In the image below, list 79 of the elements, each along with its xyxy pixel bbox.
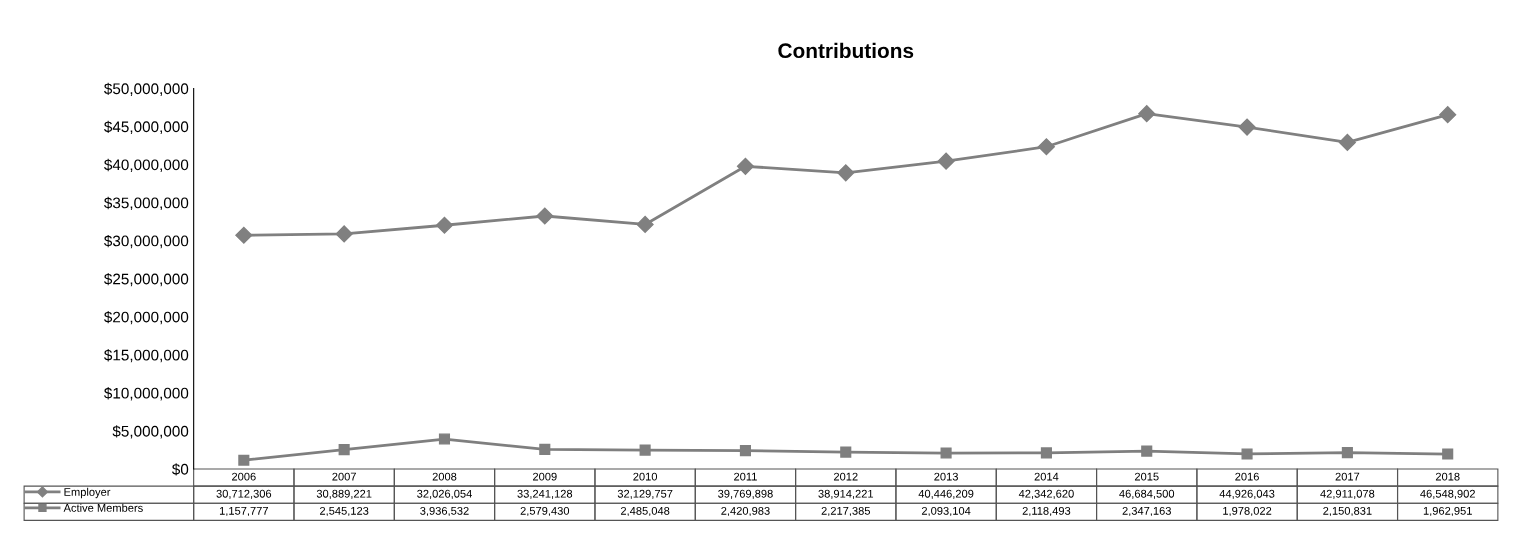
point [235,226,253,244]
point [1341,447,1353,459]
x-tick-label: 2015 [1134,472,1159,481]
data-label: 2,118,493 [1022,506,1071,517]
point [636,215,654,234]
point [940,447,952,459]
y-tick-label: $45,000,000 [104,120,189,134]
data-label: 40,446,209 [918,489,974,499]
point [937,152,955,170]
data-label: 32,026,054 [417,489,472,499]
y-tick-label: $30,000,000 [104,234,189,249]
data-label: 32,129,757 [617,489,673,499]
point [736,157,754,175]
x-tick-label: 2006 [232,472,256,481]
legend-label: Employer [64,487,111,499]
y-tick-label: $25,000,000 [104,272,189,287]
x-tick-label: 2008 [432,472,457,481]
y-tick-label: $0 [171,463,189,476]
point [1138,105,1156,123]
y-tick-label: $5,000,000 [112,425,189,439]
data-label: 2,093,104 [921,506,971,517]
x-tick-label: 2016 [1235,472,1259,481]
legend-label: Active Members [63,503,143,512]
x-tick-label: 2017 [1335,472,1360,481]
x-tick-label: 2010 [633,472,658,481]
point [1338,133,1356,151]
data-label: 1,157,777 [219,507,268,517]
point [1141,445,1153,457]
data-label: 30,712,306 [216,489,272,499]
y-tick-label: $15,000,000 [104,349,189,363]
point [739,445,751,457]
x-tick-label: 2012 [833,472,858,481]
y-tick-label: $50,000,000 [104,82,189,96]
point [1037,138,1055,156]
data-label: 1,978,022 [1223,506,1272,517]
point [840,446,852,458]
y-tick-label: $10,000,000 [104,387,189,401]
data-label: 2,420,983 [721,506,770,517]
point [435,216,454,234]
x-tick-label: 2013 [934,472,958,481]
data-label: 46,684,500 [1119,489,1175,499]
point [238,454,250,466]
data-label: 42,911,078 [1320,489,1375,499]
point [1238,118,1256,136]
x-tick-label: 2014 [1034,472,1059,481]
chart-title: Contributions [778,42,914,59]
point [438,433,451,445]
data-label: 2,150,831 [1323,506,1372,517]
point [536,207,554,225]
data-label: 1,962,951 [1423,506,1472,517]
data-label: 30,889,221 [316,489,372,499]
data-label: 2,347,163 [1122,506,1171,517]
point [1439,106,1457,124]
point [639,444,651,456]
point [1241,448,1253,460]
y-tick-label: $35,000,000 [104,196,189,211]
y-tick-label: $20,000,000 [104,311,189,325]
x-tick-label: 2007 [332,472,356,481]
data-label: 39,769,898 [718,489,773,499]
data-label: 44,926,043 [1219,489,1275,499]
point [338,444,350,456]
data-label: 3,936,532 [420,506,469,517]
data-label: 2,485,048 [620,506,670,517]
point [1442,448,1454,460]
x-tick-label: 2018 [1435,472,1460,481]
point [837,164,855,182]
point [539,443,551,455]
data-label: 2,545,123 [320,506,369,517]
data-label: 33,241,128 [517,489,573,499]
x-tick-label: 2011 [734,472,757,481]
data-label: 38,914,221 [818,489,874,499]
x-tick-label: 2009 [533,472,557,481]
point [1040,447,1052,459]
data-label: 46,548,902 [1420,489,1475,499]
data-label: 42,342,620 [1018,489,1074,499]
y-tick-label: $40,000,000 [104,158,189,173]
point [335,225,353,243]
data-label: 2,579,430 [520,506,570,517]
data-label: 2,217,385 [821,506,871,517]
